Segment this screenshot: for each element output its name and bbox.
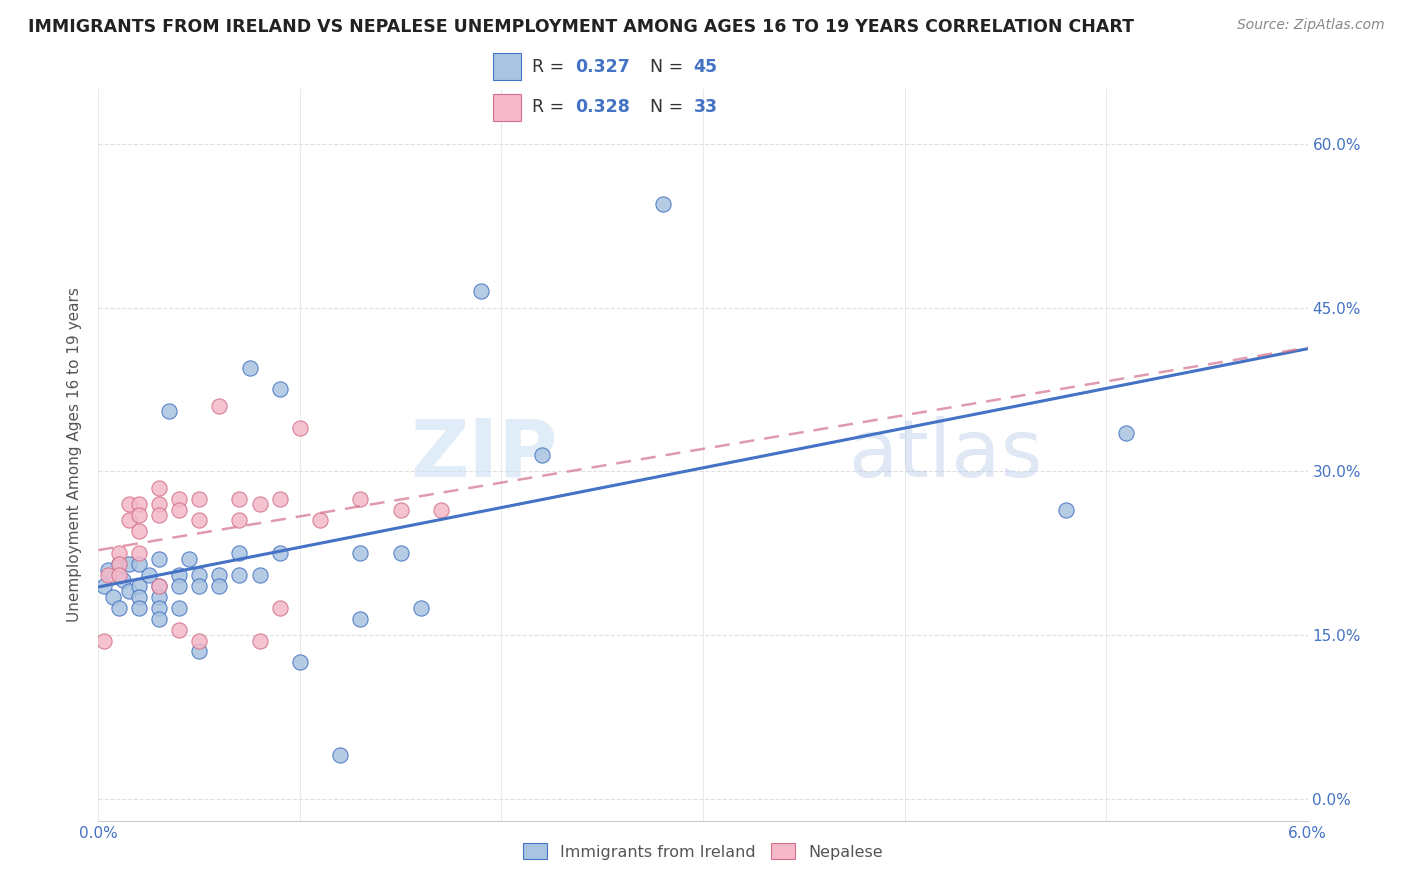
Text: IMMIGRANTS FROM IRELAND VS NEPALESE UNEMPLOYMENT AMONG AGES 16 TO 19 YEARS CORRE: IMMIGRANTS FROM IRELAND VS NEPALESE UNEM…: [28, 18, 1135, 36]
FancyBboxPatch shape: [494, 54, 520, 80]
Point: [107, 600, 129, 615]
Point: [101, 590, 124, 604]
Point: [651, 197, 673, 211]
Point: [107, 546, 129, 560]
Point: [208, 579, 231, 593]
Text: 33: 33: [693, 98, 717, 116]
Point: [97, 563, 120, 577]
Legend: Immigrants from Ireland, Nepalese: Immigrants from Ireland, Nepalese: [515, 836, 891, 868]
Point: [329, 748, 352, 763]
Point: [148, 481, 170, 495]
Text: N =: N =: [650, 98, 689, 116]
Point: [349, 546, 371, 560]
Text: N =: N =: [650, 58, 689, 76]
Point: [148, 600, 170, 615]
Point: [93, 579, 115, 593]
Point: [208, 399, 231, 413]
Point: [128, 579, 150, 593]
Point: [188, 491, 211, 506]
Text: 0.327: 0.327: [575, 58, 630, 76]
FancyBboxPatch shape: [494, 94, 520, 120]
Point: [288, 420, 311, 434]
Point: [269, 600, 291, 615]
Point: [167, 502, 190, 516]
Point: [188, 568, 211, 582]
Point: [188, 633, 211, 648]
Point: [188, 644, 211, 658]
Point: [239, 360, 262, 375]
Point: [167, 568, 190, 582]
Point: [128, 557, 150, 571]
Point: [148, 551, 170, 566]
Point: [107, 568, 129, 582]
Point: [249, 497, 271, 511]
Point: [269, 383, 291, 397]
Point: [148, 579, 170, 593]
Point: [409, 600, 432, 615]
Point: [157, 404, 180, 418]
Text: R =: R =: [531, 98, 569, 116]
Point: [148, 590, 170, 604]
Point: [107, 557, 129, 571]
Text: 45: 45: [693, 58, 717, 76]
Point: [107, 557, 129, 571]
Text: Source: ZipAtlas.com: Source: ZipAtlas.com: [1237, 18, 1385, 32]
Y-axis label: Unemployment Among Ages 16 to 19 years: Unemployment Among Ages 16 to 19 years: [67, 287, 83, 623]
Point: [1115, 426, 1137, 441]
Point: [148, 508, 170, 522]
Point: [118, 584, 141, 599]
Point: [128, 524, 150, 539]
Point: [167, 600, 190, 615]
Point: [389, 546, 412, 560]
Point: [228, 568, 250, 582]
Point: [167, 491, 190, 506]
Point: [349, 491, 371, 506]
Point: [128, 546, 150, 560]
Point: [179, 551, 201, 566]
Point: [167, 623, 190, 637]
Text: ZIP: ZIP: [411, 416, 558, 494]
Point: [97, 568, 120, 582]
Point: [128, 590, 150, 604]
Point: [269, 491, 291, 506]
Point: [118, 497, 141, 511]
Point: [249, 568, 271, 582]
Point: [228, 513, 250, 527]
Point: [470, 284, 492, 298]
Point: [93, 633, 115, 648]
Point: [208, 568, 231, 582]
Point: [249, 633, 271, 648]
Point: [269, 546, 291, 560]
Point: [138, 568, 160, 582]
Point: [309, 513, 332, 527]
Point: [1054, 502, 1077, 516]
Point: [148, 612, 170, 626]
Point: [148, 497, 170, 511]
Point: [111, 574, 134, 588]
Point: [128, 508, 150, 522]
Point: [349, 612, 371, 626]
Point: [118, 557, 141, 571]
Point: [530, 448, 553, 462]
Text: 0.328: 0.328: [575, 98, 630, 116]
Point: [288, 656, 311, 670]
Point: [430, 502, 453, 516]
Point: [128, 600, 150, 615]
Point: [148, 579, 170, 593]
Point: [118, 513, 141, 527]
Text: R =: R =: [531, 58, 569, 76]
Point: [389, 502, 412, 516]
Point: [167, 579, 190, 593]
Text: atlas: atlas: [848, 416, 1042, 494]
Point: [188, 579, 211, 593]
Point: [228, 546, 250, 560]
Point: [228, 491, 250, 506]
Point: [188, 513, 211, 527]
Point: [128, 497, 150, 511]
